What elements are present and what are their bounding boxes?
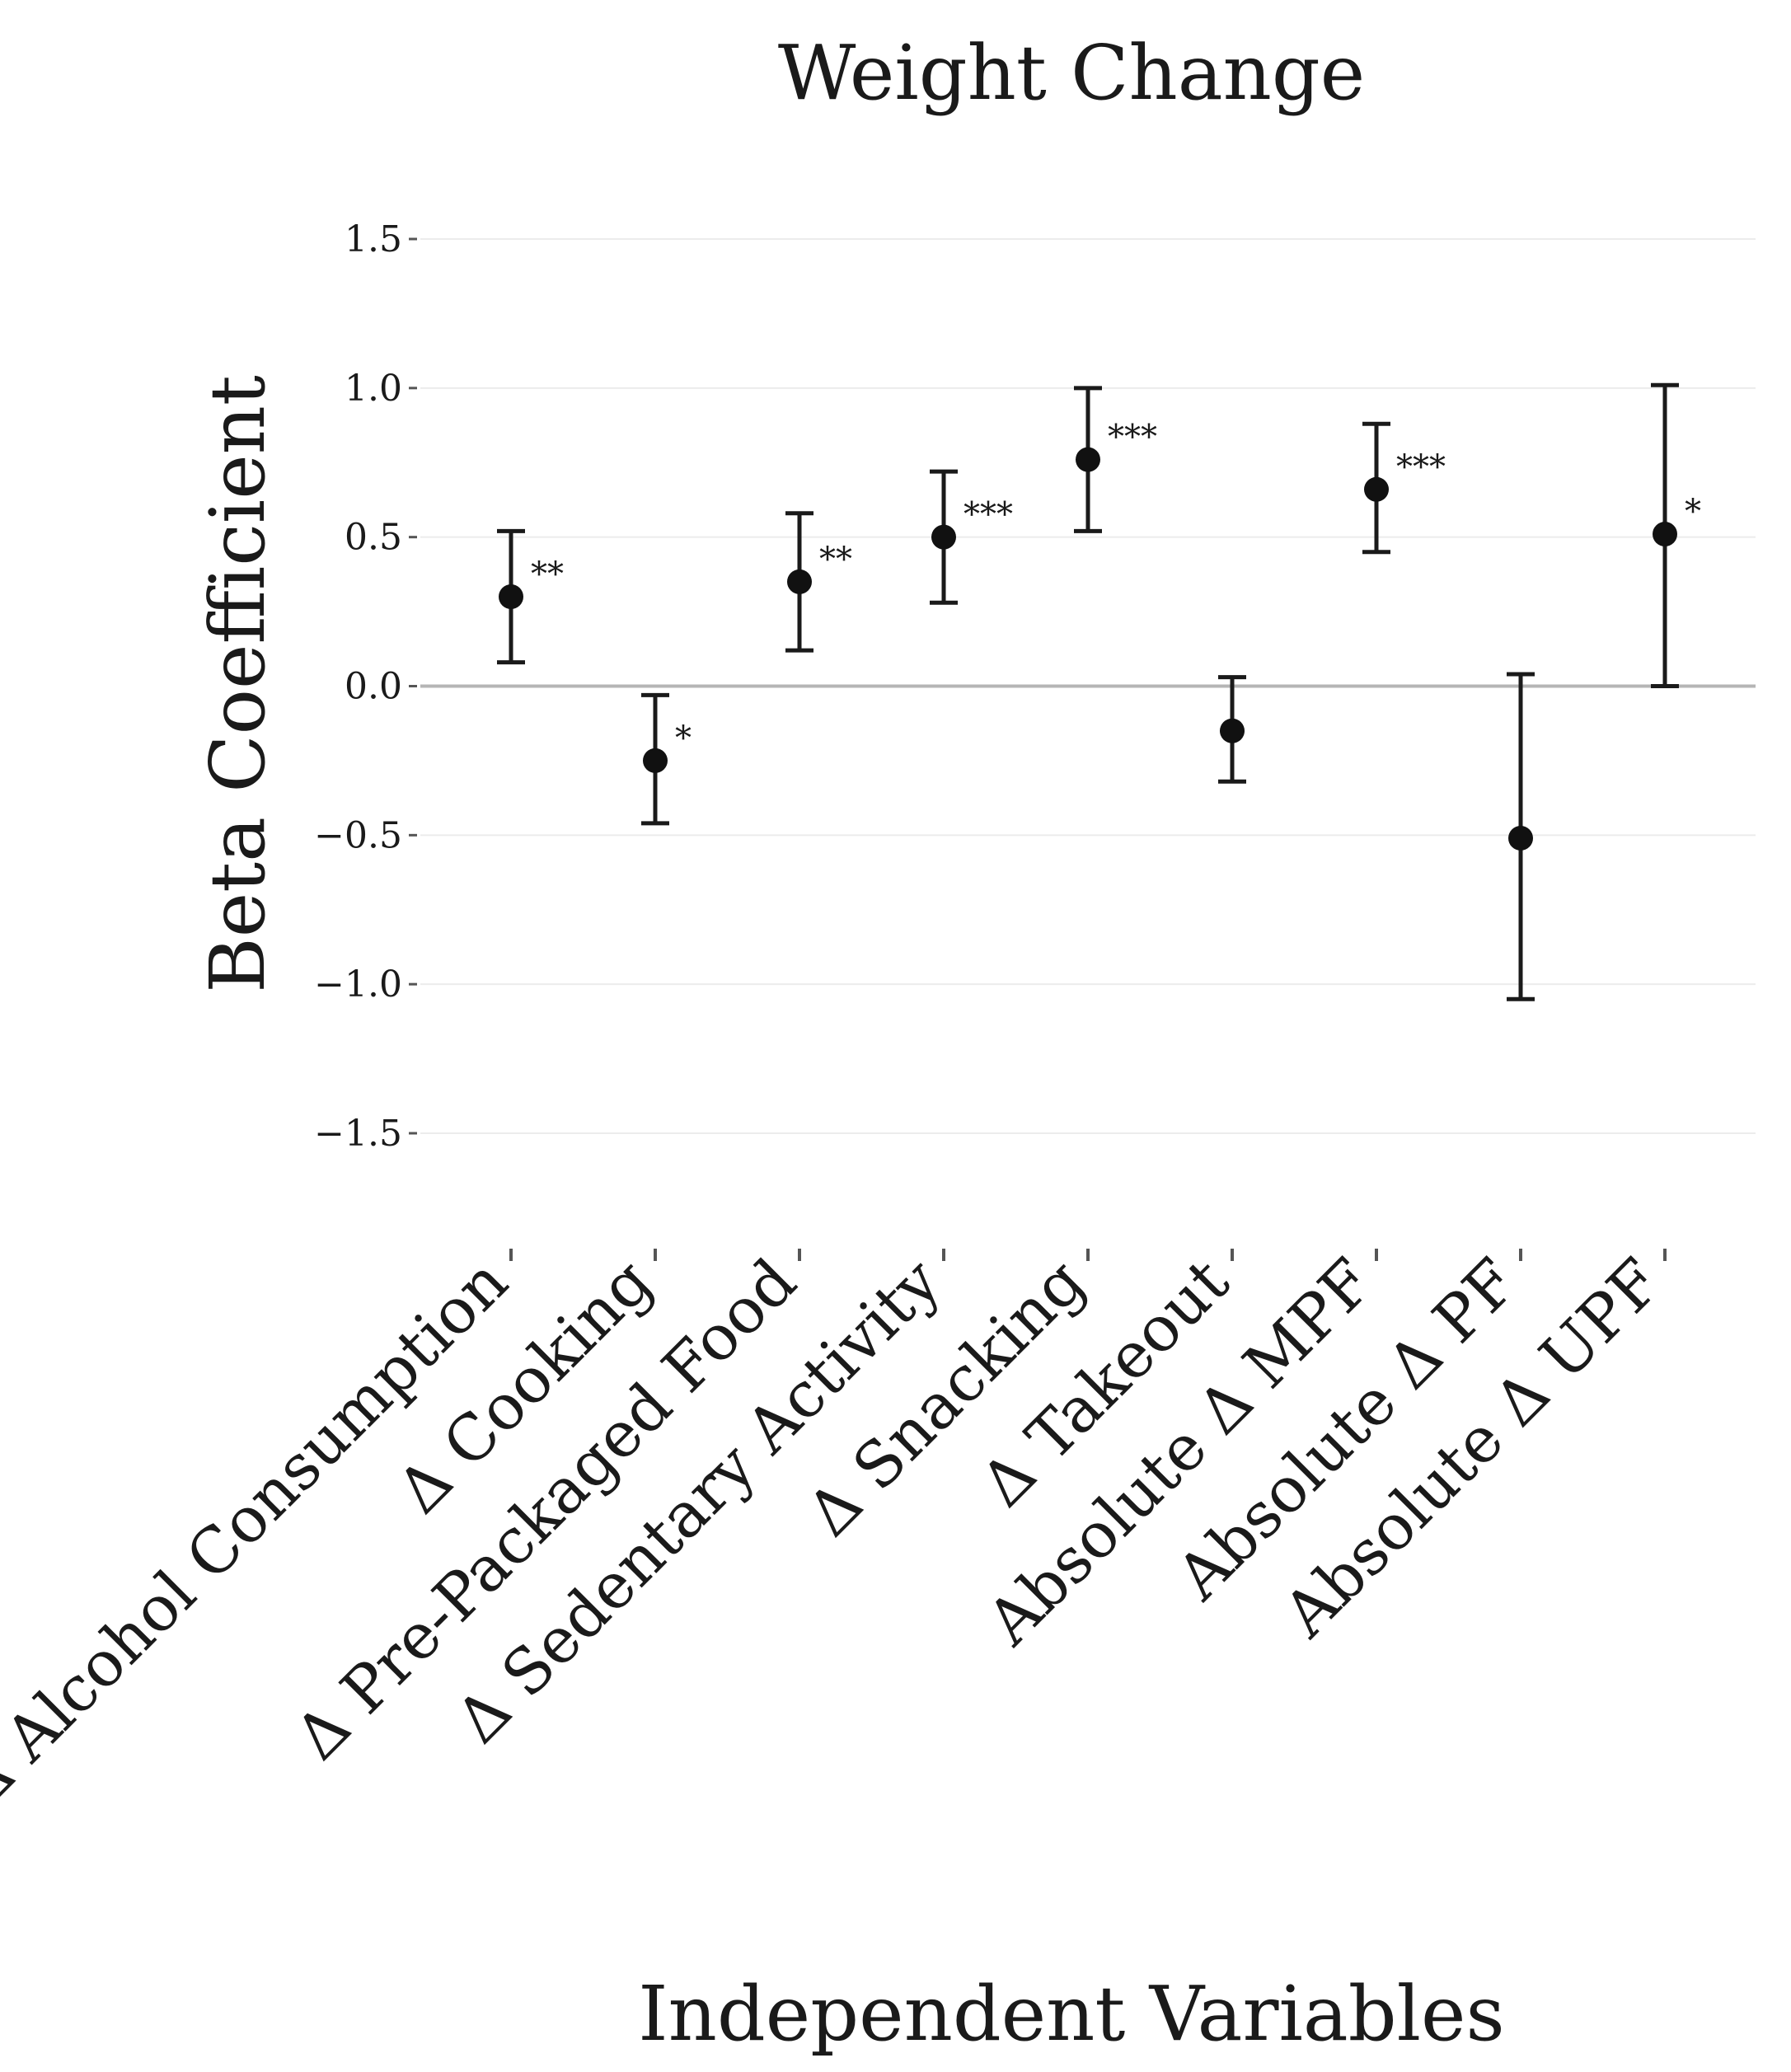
significance-label: ***	[1108, 419, 1157, 457]
error-bar-7: ***	[1362, 421, 1446, 555]
data-point	[931, 524, 956, 550]
x-axis-title: Independent Variables	[638, 1970, 1504, 2058]
error-bar-9: *	[1651, 382, 1701, 688]
error-bar-8	[1507, 672, 1535, 1001]
significance-label: *	[675, 720, 692, 757]
error-bar-4: ***	[930, 469, 1013, 605]
grid-lines	[420, 238, 1756, 1134]
y-tick-label: −0.5	[314, 814, 402, 856]
data-point	[1364, 476, 1389, 502]
x-tick-label: Δ Alcohol Consumption	[0, 1245, 522, 1821]
error-bar-1: **	[497, 528, 564, 665]
significance-label: **	[531, 556, 564, 593]
data-point	[1220, 718, 1245, 743]
data-point	[643, 748, 668, 773]
error-bar-2: *	[641, 692, 692, 826]
significance-label: *	[1685, 493, 1701, 531]
y-tick-label: 0.5	[345, 517, 402, 559]
y-axis: 1.5 1.0 0.5 0.0 −0.5 −1.0 −1.5	[314, 218, 417, 1155]
data-marks: ***************	[497, 382, 1701, 1001]
data-point	[1508, 825, 1533, 851]
significance-label: ***	[1396, 448, 1446, 486]
significance-label: ***	[963, 496, 1013, 534]
chart-title: Weight Change	[778, 29, 1365, 117]
y-tick-label: 1.0	[345, 368, 402, 410]
error-bar-6	[1218, 675, 1246, 784]
data-point	[787, 569, 812, 594]
data-point	[499, 584, 523, 609]
y-axis-title: Beta Coefficient	[194, 375, 282, 993]
y-tick-label: 0.0	[345, 666, 402, 708]
y-tick-label: −1.5	[314, 1113, 402, 1155]
data-point	[1653, 522, 1677, 547]
significance-label: **	[819, 541, 852, 579]
y-tick-label: 1.5	[345, 218, 402, 260]
error-bar-5: ***	[1074, 386, 1157, 533]
error-bar-3: **	[785, 511, 852, 653]
y-tick-label: −1.0	[314, 963, 402, 1006]
data-point	[1076, 447, 1100, 472]
